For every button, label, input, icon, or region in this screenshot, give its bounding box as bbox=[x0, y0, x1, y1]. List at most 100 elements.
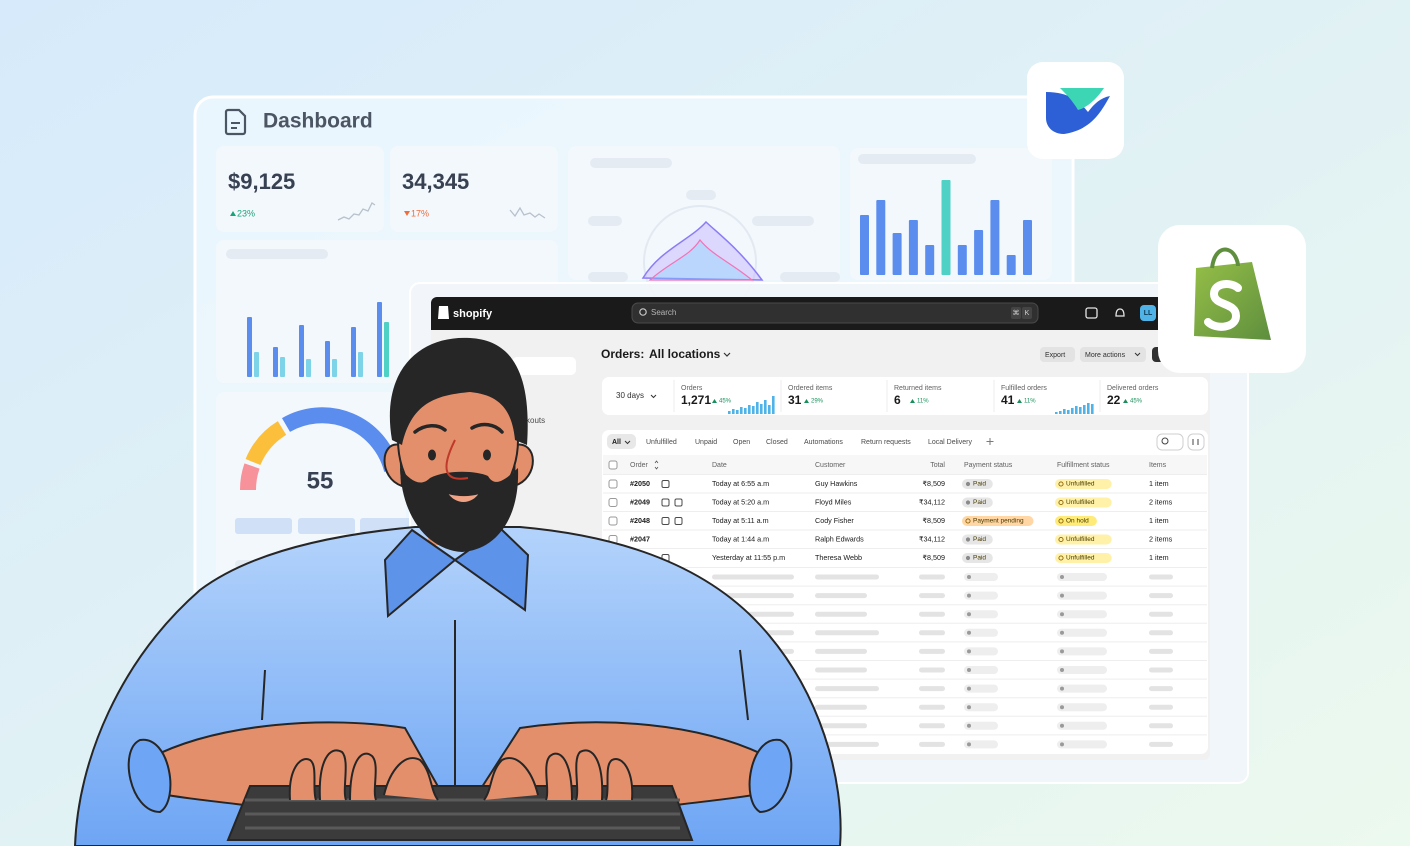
placeholder bbox=[1057, 721, 1107, 730]
placeholder bbox=[964, 647, 998, 656]
table-cell: ₹34,112 bbox=[919, 534, 945, 543]
shopify-bag bbox=[1194, 262, 1271, 340]
status-badge bbox=[962, 479, 993, 489]
filter-tab: Unpaid bbox=[695, 439, 717, 446]
placeholder-dot bbox=[1060, 705, 1064, 710]
status-badge bbox=[1055, 553, 1112, 563]
radar-shape bbox=[648, 238, 754, 281]
stat-change: 45% bbox=[1130, 399, 1143, 405]
filter-tab: Unfulfilled bbox=[646, 439, 677, 446]
deco-bar bbox=[941, 180, 951, 275]
column-header: Items bbox=[1149, 462, 1167, 469]
deco-bar bbox=[990, 200, 1000, 275]
status-badge bbox=[962, 516, 1034, 526]
action-label: More actions bbox=[1085, 352, 1126, 359]
beard bbox=[400, 468, 519, 552]
stat-label: Delivered orders bbox=[1107, 385, 1159, 392]
deco-bar bbox=[280, 357, 285, 377]
ear bbox=[383, 443, 404, 488]
placeholder bbox=[780, 272, 840, 282]
placeholder-dot bbox=[1060, 630, 1064, 635]
gauge-arc bbox=[245, 421, 287, 466]
column-header: Order bbox=[630, 462, 649, 469]
spark-bar bbox=[752, 406, 755, 414]
search-placeholder: Search bbox=[651, 308, 676, 317]
stat-change: 11% bbox=[917, 399, 929, 405]
shopify-bag-handle bbox=[1210, 247, 1240, 269]
table-cell: Today at 5:20 a.m bbox=[712, 497, 769, 506]
table-cell: 2 items bbox=[1149, 534, 1173, 543]
spark-bar bbox=[1091, 404, 1094, 414]
placeholder bbox=[815, 704, 867, 710]
search-box bbox=[631, 302, 1039, 324]
stat-change: 45% bbox=[719, 399, 732, 405]
spark-bar bbox=[1079, 407, 1082, 414]
spark-bar bbox=[1059, 411, 1062, 414]
placeholder bbox=[1149, 574, 1173, 580]
deco-bar bbox=[254, 352, 259, 377]
sidebar-label: ckouts bbox=[522, 416, 545, 425]
bell-icon bbox=[1115, 308, 1125, 317]
table-cell: 1 item bbox=[1149, 553, 1169, 562]
column-header: Payment status bbox=[964, 462, 1013, 469]
spark-bar bbox=[1055, 412, 1058, 414]
spark-bar bbox=[728, 411, 731, 414]
deco-bar bbox=[377, 302, 382, 377]
placeholder bbox=[815, 686, 879, 692]
spark-bar bbox=[1083, 405, 1086, 414]
placeholder bbox=[815, 574, 879, 580]
placeholder-dot bbox=[1060, 742, 1064, 747]
status-label: Paid bbox=[973, 536, 986, 543]
status-dot bbox=[1058, 481, 1064, 487]
sleeve-cuff bbox=[127, 738, 172, 814]
stat-label: Fulfilled orders bbox=[1001, 385, 1047, 392]
shopify-s bbox=[1204, 280, 1242, 331]
placeholder bbox=[1149, 741, 1173, 747]
shortcut-label: ⌘ bbox=[1013, 309, 1020, 317]
placeholder-dot bbox=[1060, 723, 1064, 728]
gauge-arc bbox=[239, 463, 260, 491]
status-label: Paid bbox=[973, 555, 986, 562]
placeholder bbox=[919, 648, 945, 654]
table-cell: Today at 5:11 a.m bbox=[712, 516, 769, 525]
status-dot bbox=[965, 518, 971, 524]
spark-bar bbox=[1067, 410, 1070, 414]
placeholder-dot bbox=[967, 686, 971, 691]
table-cell: 1 item bbox=[1149, 516, 1169, 525]
stat-arrow bbox=[1017, 399, 1022, 403]
deco-bar bbox=[908, 220, 918, 275]
table-cell: Ralph Edwards bbox=[815, 534, 864, 543]
kpi-change: 17% bbox=[411, 208, 429, 218]
table-cell: 1 item bbox=[1149, 479, 1169, 488]
status-badge bbox=[962, 553, 993, 563]
status-label: Unfulfilled bbox=[1066, 555, 1095, 562]
tab-active bbox=[607, 434, 636, 449]
stat-arrow bbox=[910, 399, 915, 403]
placeholder bbox=[226, 249, 328, 259]
filter-tab: Closed bbox=[766, 439, 788, 446]
placeholder bbox=[964, 610, 998, 619]
placeholder-dot bbox=[967, 575, 971, 579]
spark-bar bbox=[736, 410, 739, 414]
stat-label: Ordered items bbox=[788, 385, 833, 392]
stat-label: Returned items bbox=[894, 385, 942, 392]
placeholder bbox=[1057, 628, 1107, 637]
placeholder bbox=[1057, 591, 1107, 600]
deco-bar bbox=[351, 327, 356, 377]
placeholder bbox=[815, 611, 867, 617]
placeholder-dot bbox=[1060, 575, 1064, 579]
sleeve-cuff bbox=[748, 738, 793, 814]
placeholder bbox=[1057, 647, 1107, 656]
status-dot bbox=[1058, 555, 1064, 561]
stat-change: 29% bbox=[811, 399, 824, 405]
status-badge bbox=[1055, 497, 1112, 508]
placeholder bbox=[1057, 666, 1107, 674]
stat-change: 11% bbox=[1024, 399, 1036, 405]
order-id: #2049 bbox=[630, 497, 650, 506]
spark-bar bbox=[768, 405, 771, 414]
gauge-value: 55 bbox=[307, 467, 334, 494]
spark-bar bbox=[772, 396, 775, 414]
filter-tab: Open bbox=[733, 439, 750, 446]
status-badge bbox=[962, 497, 993, 508]
